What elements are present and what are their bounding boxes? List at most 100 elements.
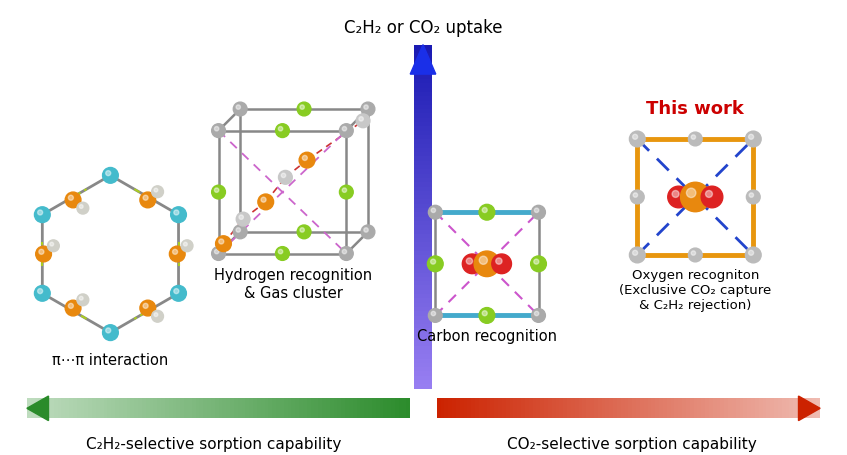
- Bar: [414, 264, 432, 268]
- Bar: [337, 399, 341, 418]
- Bar: [801, 399, 805, 418]
- Bar: [196, 399, 199, 418]
- Bar: [414, 384, 432, 389]
- Bar: [368, 399, 372, 418]
- Bar: [479, 399, 483, 418]
- Bar: [551, 399, 556, 418]
- Circle shape: [39, 250, 44, 255]
- Circle shape: [106, 328, 111, 333]
- Bar: [50, 399, 53, 418]
- Bar: [203, 399, 207, 418]
- Bar: [345, 399, 349, 418]
- Bar: [414, 71, 432, 76]
- Circle shape: [279, 171, 292, 185]
- Bar: [414, 208, 432, 213]
- Bar: [414, 148, 432, 153]
- Bar: [414, 363, 432, 367]
- Circle shape: [152, 187, 163, 198]
- Circle shape: [236, 106, 241, 110]
- Bar: [257, 399, 261, 418]
- Bar: [230, 399, 234, 418]
- Circle shape: [466, 258, 473, 265]
- Bar: [817, 399, 820, 418]
- Circle shape: [361, 226, 375, 239]
- Circle shape: [482, 208, 487, 213]
- Bar: [414, 247, 432, 252]
- Bar: [586, 399, 590, 418]
- Circle shape: [462, 254, 482, 274]
- Bar: [659, 399, 663, 418]
- Bar: [755, 399, 759, 418]
- Bar: [414, 303, 432, 307]
- Bar: [789, 399, 794, 418]
- Bar: [414, 243, 432, 247]
- Bar: [414, 200, 432, 204]
- Bar: [809, 399, 812, 418]
- Bar: [215, 399, 219, 418]
- Bar: [471, 399, 475, 418]
- Bar: [391, 399, 395, 418]
- Circle shape: [482, 311, 487, 316]
- Circle shape: [530, 257, 546, 272]
- Bar: [648, 399, 651, 418]
- Bar: [583, 399, 586, 418]
- Bar: [264, 399, 268, 418]
- Bar: [728, 399, 732, 418]
- Bar: [463, 399, 468, 418]
- Circle shape: [297, 103, 311, 116]
- Circle shape: [745, 248, 761, 263]
- Bar: [96, 399, 100, 418]
- Circle shape: [340, 125, 353, 138]
- Bar: [402, 399, 407, 418]
- Circle shape: [143, 196, 148, 201]
- Bar: [598, 399, 601, 418]
- Bar: [241, 110, 368, 233]
- Bar: [326, 399, 329, 418]
- Bar: [414, 380, 432, 384]
- Bar: [621, 399, 624, 418]
- Circle shape: [364, 106, 368, 110]
- Bar: [287, 399, 291, 418]
- Bar: [414, 376, 432, 380]
- Bar: [53, 399, 58, 418]
- Circle shape: [634, 193, 638, 198]
- Bar: [445, 399, 448, 418]
- Circle shape: [236, 228, 241, 233]
- Bar: [468, 399, 471, 418]
- Bar: [349, 399, 352, 418]
- Bar: [414, 118, 432, 123]
- Circle shape: [701, 187, 722, 208]
- Circle shape: [233, 103, 247, 116]
- Circle shape: [143, 303, 148, 308]
- Circle shape: [279, 250, 283, 254]
- Text: C₂H₂-selective sorption capability: C₂H₂-selective sorption capability: [86, 436, 341, 451]
- Bar: [180, 399, 184, 418]
- Bar: [199, 399, 203, 418]
- Bar: [334, 399, 337, 418]
- Bar: [407, 399, 410, 418]
- Circle shape: [629, 132, 645, 147]
- Bar: [437, 399, 440, 418]
- Circle shape: [297, 226, 311, 239]
- Circle shape: [261, 198, 266, 203]
- Bar: [311, 399, 314, 418]
- Bar: [395, 399, 399, 418]
- Bar: [92, 399, 96, 418]
- Bar: [414, 170, 432, 174]
- Bar: [644, 399, 648, 418]
- Bar: [794, 399, 797, 418]
- Bar: [628, 399, 632, 418]
- Bar: [682, 399, 686, 418]
- Bar: [636, 399, 640, 418]
- Circle shape: [359, 117, 363, 122]
- Bar: [414, 230, 432, 234]
- Bar: [291, 399, 296, 418]
- Circle shape: [69, 196, 74, 201]
- Circle shape: [275, 247, 290, 261]
- Bar: [414, 196, 432, 200]
- Bar: [414, 286, 432, 290]
- Bar: [414, 337, 432, 342]
- Bar: [414, 316, 432, 320]
- Bar: [414, 131, 432, 136]
- Circle shape: [689, 133, 702, 147]
